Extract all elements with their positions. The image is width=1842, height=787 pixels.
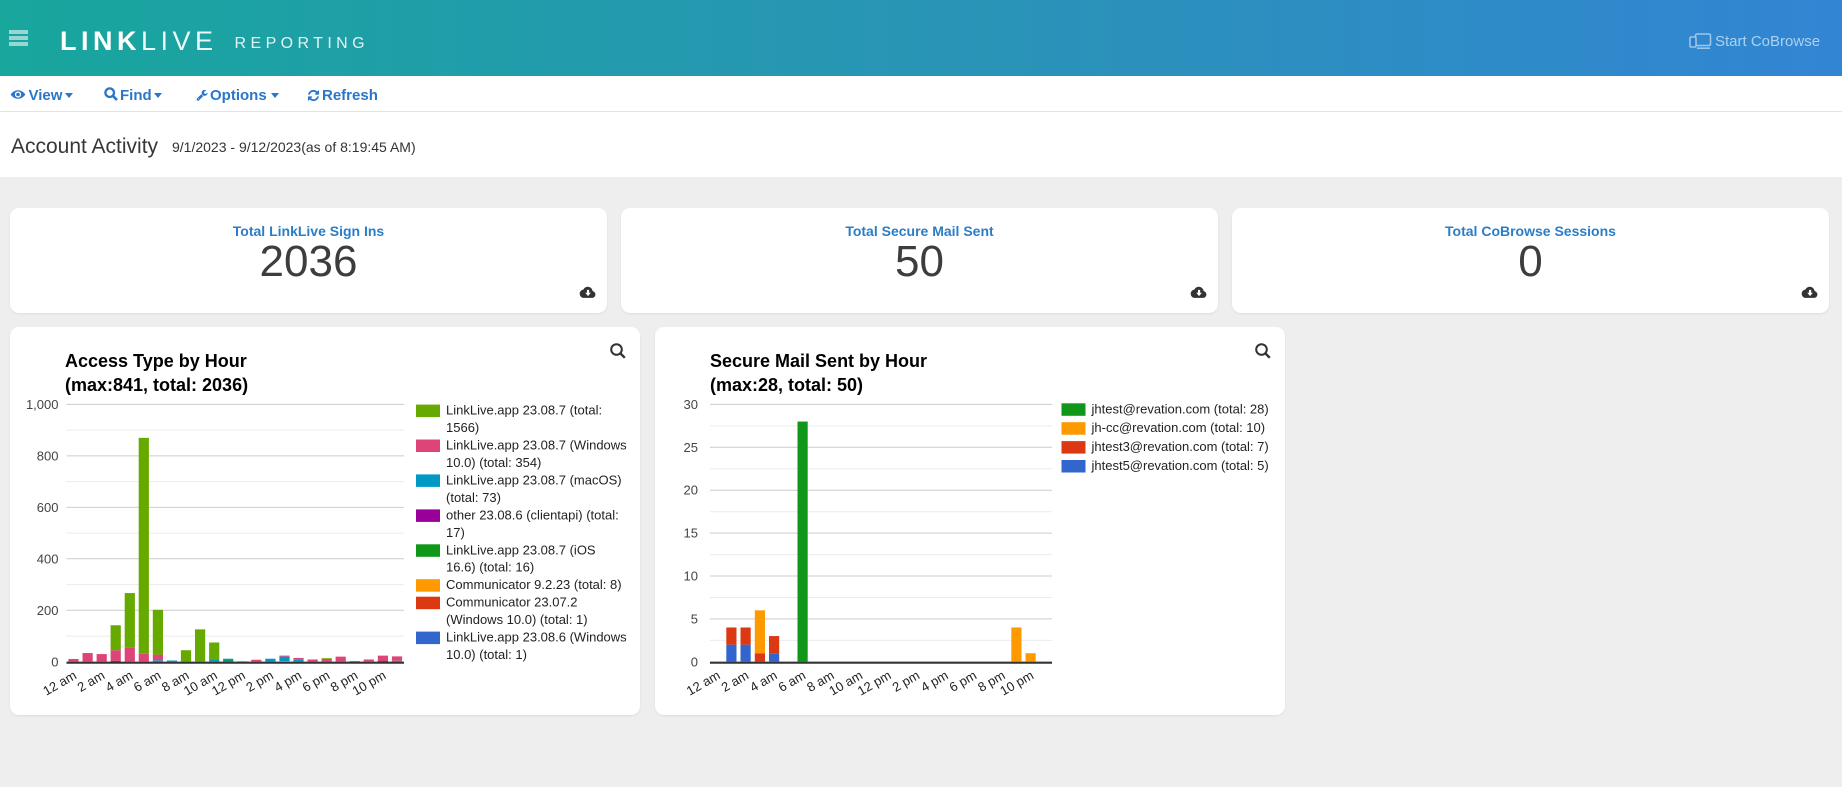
svg-text:30: 30 xyxy=(684,397,698,412)
svg-text:10.0) (total: 354): 10.0) (total: 354) xyxy=(446,455,541,470)
svg-text:10: 10 xyxy=(684,569,698,584)
svg-text:10 pm: 10 pm xyxy=(997,667,1036,698)
svg-text:0: 0 xyxy=(691,654,698,669)
svg-text:2 am: 2 am xyxy=(719,667,752,694)
svg-text:jh-cc@revation.com (total: 10): jh-cc@revation.com (total: 10) xyxy=(1091,420,1266,435)
svg-text:LinkLive.app 23.08.7 (total:: LinkLive.app 23.08.7 (total: xyxy=(446,403,602,418)
svg-text:2 pm: 2 pm xyxy=(890,667,923,694)
svg-text:jhtest3@revation.com (total: 7: jhtest3@revation.com (total: 7) xyxy=(1091,439,1269,454)
svg-text:25: 25 xyxy=(684,440,698,455)
svg-text:(max:841, total: 2036): (max:841, total: 2036) xyxy=(65,375,248,395)
svg-text:jhtest@revation.com (total: 28: jhtest@revation.com (total: 28) xyxy=(1091,401,1269,416)
svg-text:(max:28, total: 50): (max:28, total: 50) xyxy=(710,375,863,395)
svg-text:LinkLive.app 23.08.6 (Windows: LinkLive.app 23.08.6 (Windows xyxy=(446,630,627,645)
svg-text:1566): 1566) xyxy=(446,420,479,435)
svg-text:5: 5 xyxy=(691,611,698,626)
svg-text:20: 20 xyxy=(684,483,698,498)
svg-text:(Windows 10.0) (total: 1): (Windows 10.0) (total: 1) xyxy=(446,612,588,627)
svg-text:LinkLive.app 23.08.7 (iOS: LinkLive.app 23.08.7 (iOS xyxy=(446,542,596,557)
svg-text:6 am: 6 am xyxy=(776,667,809,694)
svg-text:600: 600 xyxy=(37,500,59,515)
svg-text:400: 400 xyxy=(37,551,59,566)
svg-text:1,000: 1,000 xyxy=(26,397,59,412)
svg-text:15: 15 xyxy=(684,526,698,541)
svg-text:(total: 73): (total: 73) xyxy=(446,490,501,505)
svg-text:4 am: 4 am xyxy=(747,667,780,694)
svg-text:12 am: 12 am xyxy=(684,667,723,698)
svg-text:16.6) (total: 16): 16.6) (total: 16) xyxy=(446,560,534,575)
svg-text:200: 200 xyxy=(37,603,59,618)
svg-text:LinkLive.app 23.08.7 (Windows: LinkLive.app 23.08.7 (Windows xyxy=(446,438,627,453)
svg-text:jhtest5@revation.com (total: 5: jhtest5@revation.com (total: 5) xyxy=(1091,458,1269,473)
svg-text:12 pm: 12 pm xyxy=(855,667,894,698)
svg-text:0: 0 xyxy=(51,654,58,669)
svg-text:Access Type by Hour: Access Type by Hour xyxy=(65,351,247,371)
svg-text:800: 800 xyxy=(37,448,59,463)
svg-text:Communicator 23.07.2: Communicator 23.07.2 xyxy=(446,595,578,610)
svg-text:12 am: 12 am xyxy=(40,667,79,698)
svg-text:6 pm: 6 pm xyxy=(947,667,980,694)
svg-text:10.0) (total: 1): 10.0) (total: 1) xyxy=(446,647,527,662)
svg-text:LinkLive.app 23.08.7 (macOS): LinkLive.app 23.08.7 (macOS) xyxy=(446,472,622,487)
svg-text:Communicator 9.2.23 (total: 8): Communicator 9.2.23 (total: 8) xyxy=(446,577,622,592)
svg-text:17): 17) xyxy=(446,525,465,540)
svg-text:Secure Mail Sent by Hour: Secure Mail Sent by Hour xyxy=(710,351,927,371)
svg-text:4 pm: 4 pm xyxy=(918,667,951,694)
svg-text:other 23.08.6 (clientapi) (tot: other 23.08.6 (clientapi) (total: xyxy=(446,507,619,522)
